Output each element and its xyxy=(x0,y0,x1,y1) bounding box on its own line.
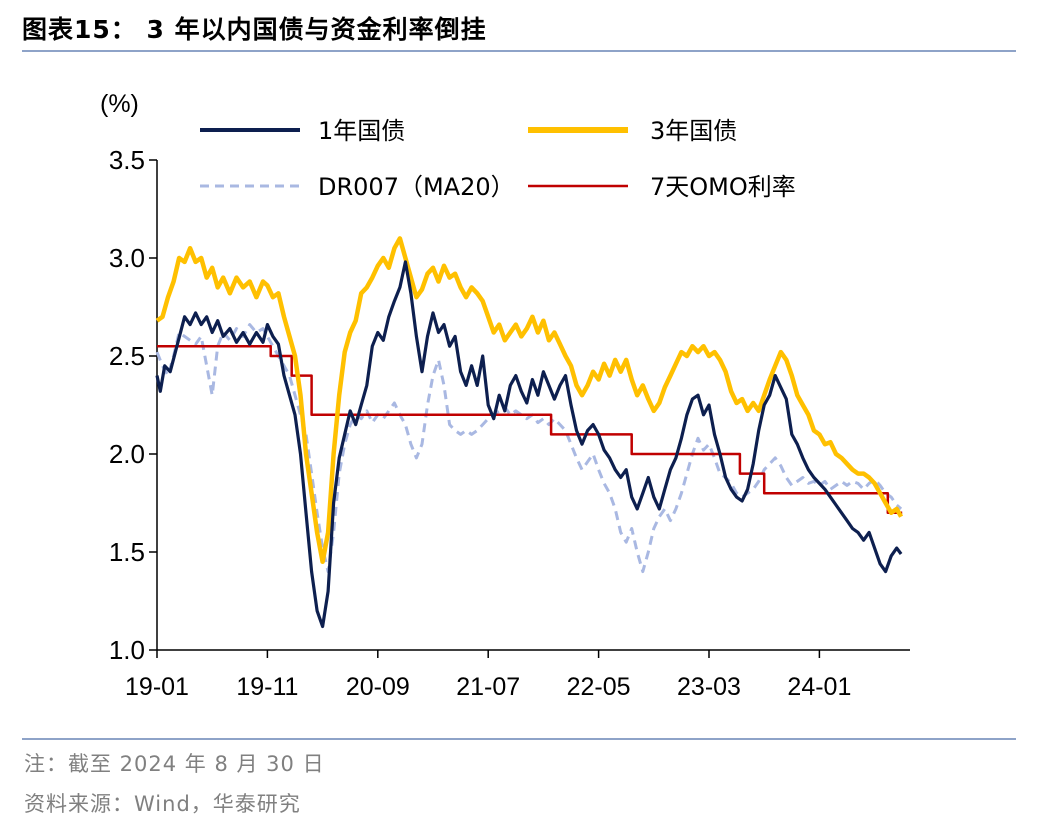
legend-label: DR007（MA20） xyxy=(318,173,515,201)
footer-note: 注：截至 2024 年 8 月 30 日 xyxy=(24,752,325,776)
title-divider xyxy=(22,50,1016,52)
legend-label: 3年国债 xyxy=(650,117,737,145)
x-tick-label: 24-01 xyxy=(787,673,851,701)
legend-label: 7天OMO利率 xyxy=(650,173,796,201)
x-tick-label: 22-05 xyxy=(567,673,631,701)
legend-label: 1年国债 xyxy=(318,117,405,145)
y-tick-label: 3.0 xyxy=(109,243,145,273)
x-tick-label: 19-01 xyxy=(125,673,189,701)
series-line-1年国债 xyxy=(155,260,903,629)
series-line-DR007（MA20） xyxy=(155,323,903,574)
series-line-7天OMO利率 xyxy=(157,344,903,515)
footer-source: 资料来源：Wind，华泰研究 xyxy=(24,792,301,816)
y-unit-label: (%) xyxy=(100,90,139,118)
legend: 1年国债 3年国债 DR007（MA20） 7天OMO利率 xyxy=(200,117,796,201)
chart-title: 图表15： 3 年以内国债与资金利率倒挂 xyxy=(22,15,487,44)
series-layer xyxy=(155,236,904,629)
x-tick-label: 19-11 xyxy=(236,673,298,701)
x-tick-label: 21-07 xyxy=(456,673,520,701)
y-tick-label: 3.5 xyxy=(109,145,145,175)
footer-divider xyxy=(22,738,1016,740)
x-tick-label: 23-03 xyxy=(677,673,741,701)
series-line-3年国债 xyxy=(155,236,904,565)
y-tick-label: 2.5 xyxy=(109,341,145,371)
y-tick-label: 1.0 xyxy=(109,635,145,665)
x-tick-label: 20-09 xyxy=(346,673,410,701)
axes: 1.0 1.5 2.0 2.5 3.0 3.5 (%) 19-01 19-11 20-09 21-0… xyxy=(100,90,910,701)
y-tick-label: 2.0 xyxy=(109,439,145,469)
y-tick-label: 1.5 xyxy=(109,537,145,567)
